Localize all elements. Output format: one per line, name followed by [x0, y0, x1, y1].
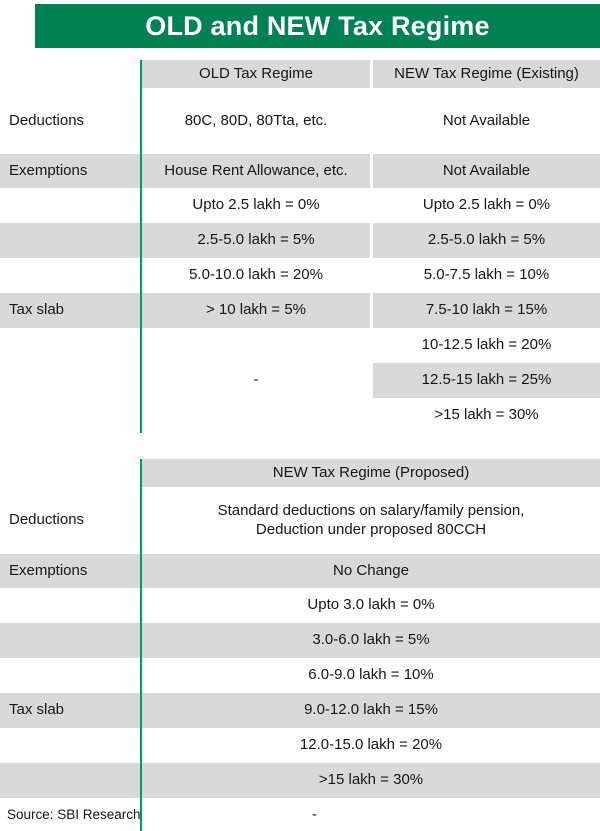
t1-new-slab-2: 5.0-7.5 lakh = 10%: [373, 258, 600, 293]
t2-label-spacer-5: [0, 763, 140, 798]
t2-exemptions-label: Exemptions: [0, 554, 140, 588]
t2-label-spacer-2: [0, 623, 140, 658]
t2-label-spacer-1: [0, 588, 140, 623]
t1-exemptions-old: House Rent Allowance, etc.: [142, 154, 370, 188]
t2-exemptions-value: No Change: [142, 554, 600, 588]
t2-slab-2: 6.0-9.0 lakh = 10%: [142, 658, 600, 693]
table-existing-regimes: Deductions Exemptions Tax slab OLD Tax R…: [0, 60, 600, 433]
t2-label-spacer-3: [0, 658, 140, 693]
t1-new-slab-5: 12.5-15 lakh = 25%: [373, 363, 600, 398]
t2-deductions-line1: Standard deductions on salary/family pen…: [217, 501, 525, 519]
t2-label-spacer-4: [0, 728, 140, 763]
footer-dash: -: [312, 806, 317, 823]
t2-label-column: Deductions Exemptions Tax slab: [0, 459, 142, 798]
infographic-title: OLD and NEW Tax Regime: [35, 4, 600, 48]
t1-old-slab-blank-dash: -: [142, 328, 370, 433]
t1-corner-cell: [0, 60, 140, 88]
t1-new-slab-4: 10-12.5 lakh = 20%: [373, 328, 600, 363]
t2-slab-4: 12.0-15.0 lakh = 20%: [142, 728, 600, 763]
t2-tax-slab-label: Tax slab: [0, 693, 140, 728]
footer-row: Source: SBI Research -: [0, 798, 600, 831]
t2-data-column: NEW Tax Regime (Proposed) Standard deduc…: [142, 459, 600, 798]
t1-old-regime-column: OLD Tax Regime 80C, 80D, 80Tta, etc. Hou…: [142, 60, 370, 433]
t2-slab-3: 9.0-12.0 lakh = 15%: [142, 693, 600, 728]
t2-slab-5: >15 lakh = 30%: [142, 763, 600, 798]
table-proposed-regime: Deductions Exemptions Tax slab NEW Tax R…: [0, 459, 600, 798]
t1-label-spacer-3: [0, 258, 140, 293]
t1-deductions-old: 80C, 80D, 80Tta, etc.: [142, 88, 370, 154]
t2-corner-cell: [0, 459, 140, 487]
t1-header-old: OLD Tax Regime: [142, 60, 370, 88]
t2-slab-1: 3.0-6.0 lakh = 5%: [142, 623, 600, 658]
t1-new-slab-1: 2.5-5.0 lakh = 5%: [373, 223, 600, 258]
t1-old-slab-2: 5.0-10.0 lakh = 20%: [142, 258, 370, 293]
t1-tax-slab-label: Tax slab: [0, 293, 140, 328]
t2-header: NEW Tax Regime (Proposed): [142, 459, 600, 487]
t1-new-slab-3: 7.5-10 lakh = 15%: [373, 293, 600, 328]
t2-deductions-line2: Deduction under proposed 80CCH: [255, 520, 487, 538]
t1-old-slab-0: Upto 2.5 lakh = 0%: [142, 188, 370, 223]
t1-new-regime-column: NEW Tax Regime (Existing) Not Available …: [370, 60, 600, 433]
t1-new-slab-0: Upto 2.5 lakh = 0%: [373, 188, 600, 223]
t2-deductions-value: Standard deductions on salary/family pen…: [142, 487, 600, 554]
t1-new-slab-6: >15 lakh = 30%: [373, 398, 600, 433]
t1-old-slab-3: > 10 lakh = 5%: [142, 293, 370, 328]
t1-old-slab-1: 2.5-5.0 lakh = 5%: [142, 223, 370, 258]
t1-label-spacer-4: [0, 328, 140, 433]
t1-label-spacer-2: [0, 223, 140, 258]
t2-slab-0: Upto 3.0 lakh = 0%: [142, 588, 600, 623]
t2-deductions-label: Deductions: [0, 487, 140, 554]
t1-header-new: NEW Tax Regime (Existing): [373, 60, 600, 88]
t1-label-column: Deductions Exemptions Tax slab: [0, 60, 142, 433]
source-note: Source: SBI Research: [0, 798, 142, 831]
t1-label-spacer-1: [0, 188, 140, 223]
t1-exemptions-label: Exemptions: [0, 154, 140, 188]
t1-deductions-new: Not Available: [373, 88, 600, 154]
t1-exemptions-new: Not Available: [373, 154, 600, 188]
t1-deductions-label: Deductions: [0, 88, 140, 154]
